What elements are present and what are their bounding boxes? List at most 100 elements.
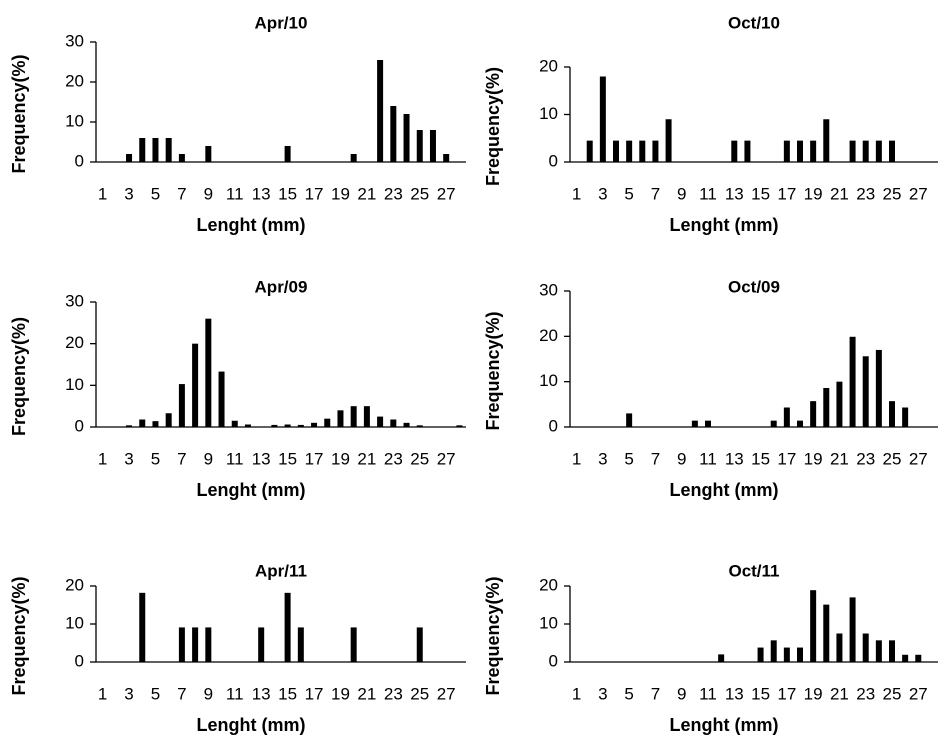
- y-tick-label: 0: [75, 151, 84, 170]
- x-tick-label: 1: [572, 184, 581, 203]
- y-axis-label: Frequency(%): [9, 54, 29, 173]
- bar-length-24: [403, 422, 410, 427]
- x-tick-label: 23: [384, 684, 403, 703]
- bar-length-13: [731, 140, 738, 162]
- x-tick-label: 19: [331, 449, 350, 468]
- bar-length-19: [810, 140, 817, 162]
- bar-length-27: [915, 654, 922, 662]
- y-axis-label: Frequency(%): [9, 317, 29, 436]
- bar-length-19: [810, 590, 817, 662]
- bar-length-15: [284, 424, 291, 427]
- bar-length-3: [126, 425, 133, 427]
- bar-length-24: [875, 640, 882, 662]
- bar-length-21: [836, 381, 843, 427]
- bar-length-25: [416, 425, 423, 427]
- x-tick-label: 5: [151, 184, 160, 203]
- x-tick-label: 1: [98, 684, 107, 703]
- x-tick-label: 3: [598, 684, 607, 703]
- x-tick-label: 21: [357, 449, 376, 468]
- bar-length-14: [744, 140, 751, 162]
- y-tick-label: 20: [539, 326, 558, 345]
- bar-length-13: [258, 627, 265, 662]
- x-tick-label: 15: [278, 684, 297, 703]
- bar-length-27: [443, 154, 450, 162]
- bar-length-17: [783, 407, 790, 427]
- bar-length-20: [350, 627, 357, 662]
- y-tick-label: 30: [65, 31, 84, 50]
- y-axis-label: Frequency(%): [483, 311, 503, 430]
- bar-length-21: [836, 633, 843, 662]
- bar-length-8: [192, 343, 199, 427]
- bar-length-17: [783, 140, 790, 162]
- x-tick-label: 27: [909, 449, 928, 468]
- y-tick-label: 10: [65, 613, 84, 632]
- x-tick-label: 25: [883, 184, 902, 203]
- chart-title: Oct/10: [728, 13, 780, 32]
- bar-length-18: [797, 140, 803, 162]
- x-axis-label: Lenght (mm): [197, 715, 306, 735]
- x-tick-label: 27: [437, 184, 456, 203]
- x-tick-label: 13: [725, 684, 744, 703]
- x-tick-label: 11: [699, 449, 717, 468]
- x-tick-label: 21: [830, 449, 849, 468]
- x-tick-label: 5: [624, 449, 633, 468]
- x-axis-label: Lenght (mm): [670, 715, 779, 735]
- x-tick-label: 19: [331, 684, 350, 703]
- bar-length-19: [810, 401, 817, 427]
- x-tick-label: 1: [98, 184, 107, 203]
- bar-length-20: [350, 406, 357, 427]
- x-tick-label: 23: [856, 184, 875, 203]
- bar-length-21: [363, 406, 370, 427]
- x-tick-label: 7: [177, 184, 186, 203]
- x-tick-label: 17: [305, 184, 324, 203]
- bar-length-14: [271, 424, 278, 427]
- y-tick-label: 0: [549, 151, 558, 170]
- bar-length-16: [770, 420, 777, 427]
- bar-length-18: [324, 418, 331, 427]
- chart-title: Apr/11: [255, 561, 307, 580]
- bar-length-7: [178, 384, 185, 427]
- x-tick-label: 13: [252, 449, 271, 468]
- y-tick-label: 20: [65, 71, 84, 90]
- x-tick-label: 19: [804, 184, 823, 203]
- bar-length-9: [205, 627, 212, 662]
- bar-length-5: [152, 421, 159, 427]
- x-tick-label: 17: [777, 184, 796, 203]
- bar-length-3: [126, 154, 133, 162]
- x-tick-label: 23: [384, 449, 403, 468]
- x-tick-label: 11: [226, 184, 244, 203]
- bar-length-4: [139, 138, 146, 162]
- x-tick-label: 19: [804, 449, 823, 468]
- bar-length-23: [862, 633, 869, 662]
- bar-length-12: [244, 424, 251, 427]
- bar-length-22: [849, 597, 856, 662]
- y-tick-label: 0: [75, 651, 84, 670]
- bar-length-26: [902, 654, 909, 662]
- y-tick-label: 0: [549, 651, 558, 670]
- x-tick-label: 9: [677, 684, 686, 703]
- bar-length-23: [390, 419, 397, 427]
- x-tick-label: 15: [751, 684, 770, 703]
- x-tick-label: 27: [437, 449, 456, 468]
- x-tick-label: 27: [437, 684, 456, 703]
- bar-length-20: [823, 388, 830, 427]
- x-axis-label: Lenght (mm): [197, 215, 306, 235]
- bar-length-22: [849, 336, 856, 427]
- bar-length-7: [652, 140, 659, 162]
- bar-length-24: [875, 140, 882, 162]
- bar-length-4: [139, 419, 146, 427]
- bar-length-9: [205, 318, 212, 427]
- x-tick-label: 11: [226, 449, 244, 468]
- bar-length-16: [297, 424, 304, 427]
- x-axis-label: Lenght (mm): [670, 215, 779, 235]
- bar-length-24: [403, 114, 410, 162]
- bar-length-26: [429, 130, 436, 162]
- x-tick-label: 25: [883, 684, 902, 703]
- x-tick-label: 9: [677, 449, 686, 468]
- x-tick-label: 17: [777, 449, 796, 468]
- x-axis-label: Lenght (mm): [670, 480, 779, 500]
- x-tick-label: 21: [830, 684, 849, 703]
